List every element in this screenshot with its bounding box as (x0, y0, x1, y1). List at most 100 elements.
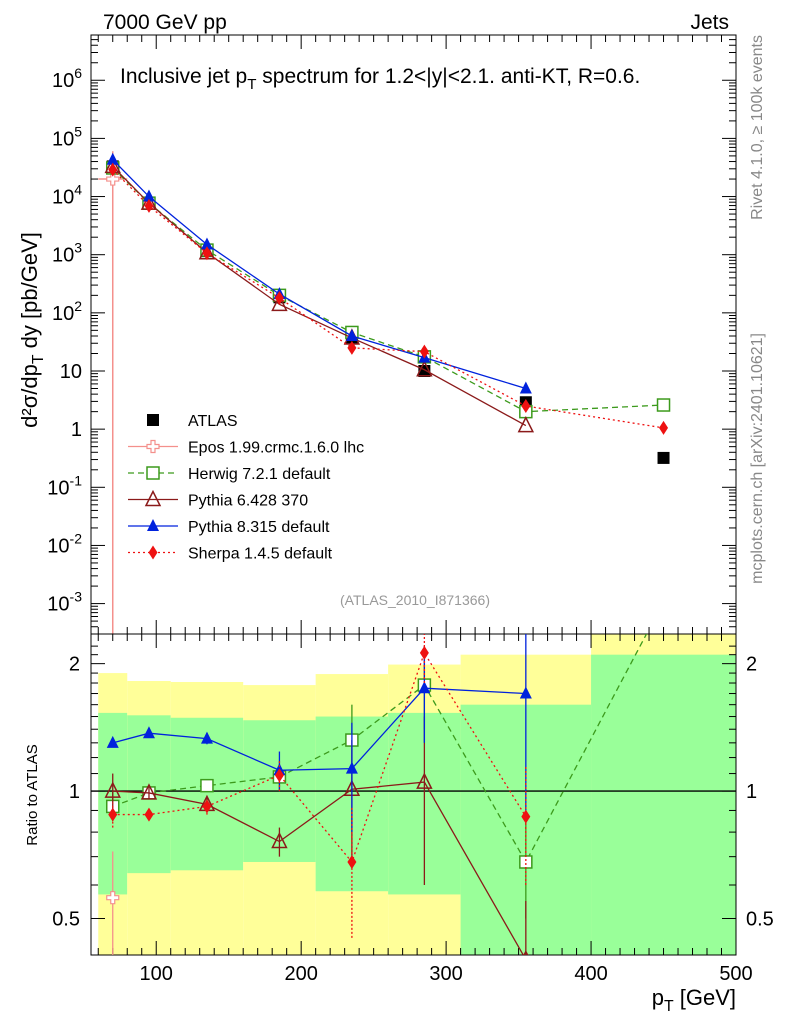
data-point (106, 172, 120, 186)
y-tick-label: 104 (52, 182, 82, 209)
chart-title: Inclusive jet pT spectrum for 1.2<|y|<2.… (120, 65, 640, 93)
band-inner (591, 654, 736, 955)
x-tick-label: 500 (719, 963, 752, 985)
ratio-y-tick-label: 2 (69, 654, 80, 676)
data-point (200, 237, 213, 250)
y-tick-label: 10-2 (47, 530, 82, 557)
data-point (521, 399, 531, 414)
ratio-point (274, 768, 284, 783)
ratio-series-sherpa (108, 634, 531, 938)
data-point (144, 198, 154, 213)
ratio-point (108, 807, 118, 822)
marker-cross (146, 439, 160, 454)
series-line (112, 159, 527, 390)
legend-label: Epos 1.99.crmc.1.6.0 lhc (188, 440, 364, 457)
data-point (345, 328, 358, 341)
side-label-bottom: mcplots.cern.ch [arXiv:2401.10621] (749, 333, 766, 584)
legend-label: Sherpa 1.4.5 default (188, 546, 333, 563)
y-tick-label: 103 (52, 240, 82, 267)
legend-marker (148, 545, 158, 560)
ratio-series-epos (106, 851, 120, 955)
data-point (108, 162, 118, 177)
data-point (517, 415, 535, 433)
ratio-point (347, 854, 357, 869)
data-point (271, 294, 288, 312)
ratio-point (106, 735, 119, 748)
header-right: Jets (690, 11, 729, 34)
ratio-point (144, 807, 154, 822)
series-line (112, 165, 527, 427)
series-pythia6 (104, 156, 535, 433)
ratio-y-tick-label: 0.5 (746, 909, 774, 931)
ratio-point (104, 781, 121, 798)
ratio-y-tick-label: 1 (746, 781, 757, 803)
y-axis-label: d²σ/dpT dy [pb/GeV] (17, 232, 47, 428)
y-tick-label: 105 (52, 123, 82, 150)
data-point (657, 451, 670, 464)
ratio-point (202, 799, 212, 814)
legend-marker (146, 466, 160, 480)
legend-label: Pythia 6.428 370 (188, 493, 308, 510)
data-point (347, 340, 357, 355)
ratio-y-tick-label: 0.5 (52, 909, 80, 931)
header-left: 7000 GeV pp (103, 11, 227, 34)
series-sherpa (108, 162, 669, 435)
ratio-point (419, 645, 429, 660)
data-point (659, 420, 669, 435)
ratio-point (106, 891, 120, 905)
ratio-point (200, 731, 213, 744)
marker-cross (106, 172, 120, 186)
ratio-y-tick-label: 1 (69, 781, 80, 803)
x-tick-label: 300 (429, 963, 462, 985)
ratio-point (200, 778, 214, 793)
ratio-point (519, 855, 533, 869)
data-point (274, 291, 284, 306)
series-pythia8 (106, 152, 532, 394)
ratio-point (271, 831, 288, 849)
y-tick-label: 102 (52, 298, 82, 325)
series-line (112, 169, 664, 429)
ratio-y-tick-label: 2 (746, 654, 757, 676)
ratio-point (416, 772, 433, 789)
y-tick-label: 10-3 (47, 589, 82, 616)
y-tick-label: 10 (60, 361, 82, 383)
x-tick-label: 200 (284, 963, 317, 985)
x-tick-label: 400 (574, 963, 607, 985)
legend-marker (144, 489, 162, 507)
marker-cross (106, 891, 120, 905)
ratio-point (521, 809, 531, 824)
legend-label: Herwig 7.2.1 default (188, 466, 331, 483)
data-point (202, 246, 212, 261)
ratio-point (140, 783, 158, 800)
series-line (112, 167, 664, 413)
ratio-point (519, 686, 532, 699)
ratio-data (104, 596, 670, 955)
x-tick-label: 100 (140, 963, 173, 985)
data-point (656, 398, 671, 412)
watermark: (ATLAS_2010_I871366) (340, 592, 490, 608)
data-point (106, 152, 119, 165)
legend-marker (146, 439, 160, 454)
top-frame (90, 34, 737, 635)
x-axis-label: pT [GeV] (652, 985, 736, 1015)
legend-marker (147, 519, 159, 531)
legend-label: ATLAS (188, 413, 238, 430)
side-label-top: Rivet 4.1.0, ≥ 100k events (749, 35, 766, 220)
legend-marker (147, 414, 159, 426)
data-point (416, 360, 433, 377)
legend-label: Pythia 8.315 default (188, 519, 330, 536)
ratio-y-axis-label: Ratio to ATLAS (24, 744, 41, 845)
ratio-line (112, 634, 648, 864)
ratio-point (345, 761, 358, 774)
series-epos (98, 151, 128, 634)
data-point (519, 381, 532, 394)
data-point (419, 344, 429, 359)
ratio-point (142, 726, 155, 739)
top-data (98, 151, 671, 634)
ratio-point (658, 596, 670, 608)
bottom-frame (90, 633, 737, 956)
y-tick-label: 106 (52, 65, 82, 92)
y-tick-label: 1 (71, 419, 82, 441)
ratio-panel: 100 200 300 400 500 0.5 0.5 1 1 2 2 (52, 596, 774, 985)
